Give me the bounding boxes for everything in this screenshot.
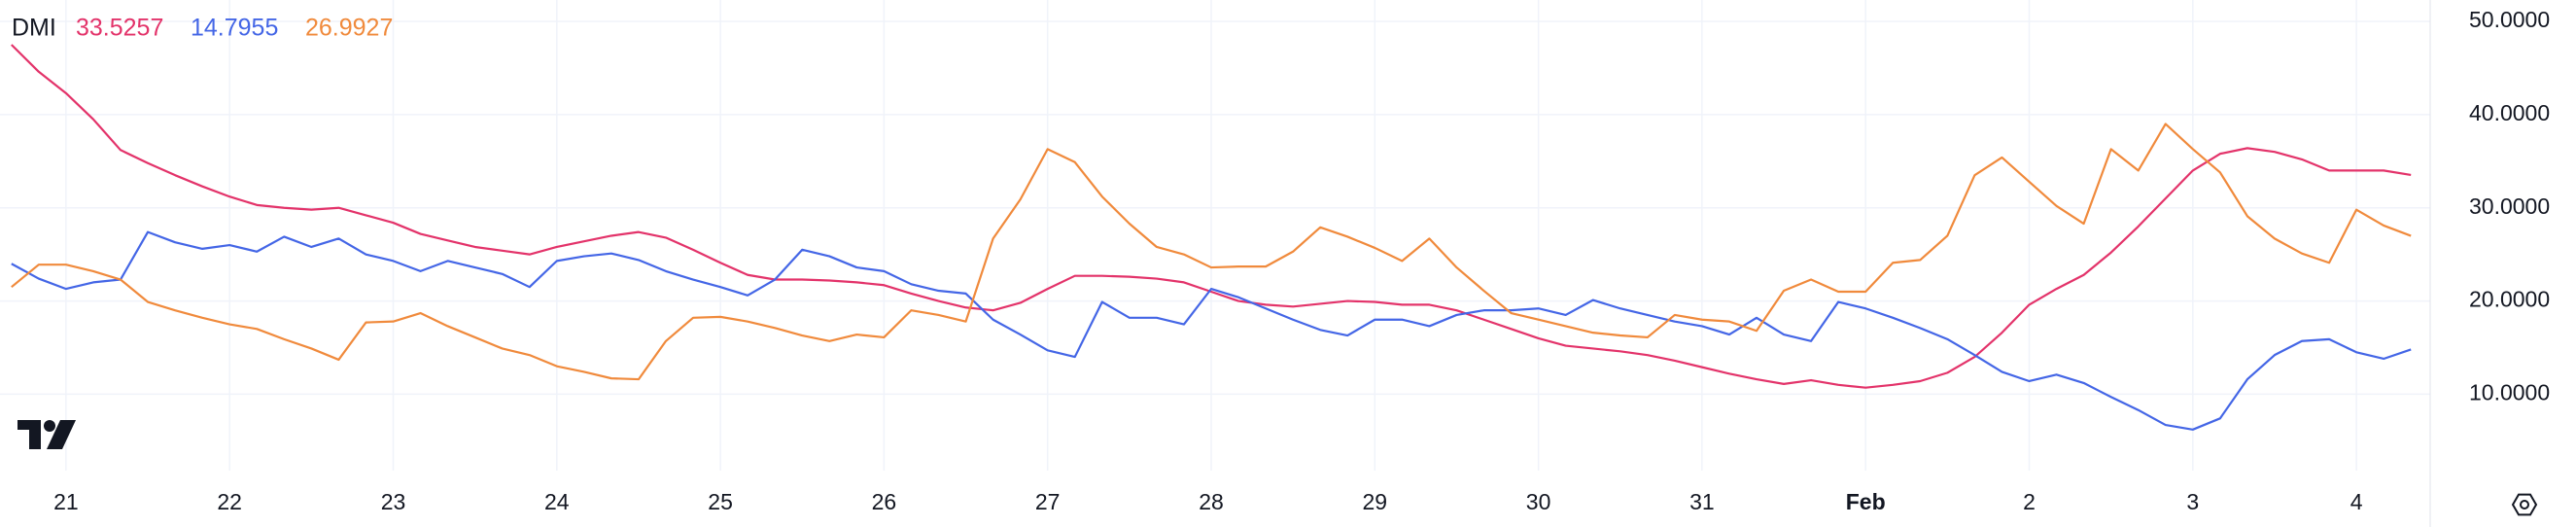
plot xyxy=(11,44,2412,431)
legend-value: 14.7955 xyxy=(191,15,278,42)
x-tick-label: 31 xyxy=(1689,489,1715,514)
x-tick-label: 23 xyxy=(381,489,406,514)
settings-button[interactable] xyxy=(2511,493,2538,516)
x-tick-label: 4 xyxy=(2350,489,2363,514)
x-tick-label: 3 xyxy=(2186,489,2199,514)
grid xyxy=(0,0,2430,471)
x-tick-label: Feb xyxy=(1846,489,1886,514)
legend-value: 26.9927 xyxy=(305,15,393,42)
x-tick-label: 29 xyxy=(1363,489,1388,514)
x-tick-label: 30 xyxy=(1526,489,1551,514)
y-tick-label: 50.0000 xyxy=(2469,7,2550,32)
tradingview-logo xyxy=(17,420,76,449)
x-tick-label: 22 xyxy=(217,489,242,514)
x-tick-label: 24 xyxy=(544,489,570,514)
x-tick-label: 21 xyxy=(53,489,79,514)
dmi-line xyxy=(11,44,2412,389)
indicator-title: DMI xyxy=(12,15,56,42)
y-tick-label: 30.0000 xyxy=(2469,193,2550,219)
dmi-line xyxy=(11,230,2412,431)
y-tick-label: 20.0000 xyxy=(2469,287,2550,312)
x-tick-label: 25 xyxy=(708,489,733,514)
dmi-line xyxy=(11,123,2412,381)
y-tick-label: 10.0000 xyxy=(2469,379,2550,404)
x-tick-label: 28 xyxy=(1199,489,1224,514)
legend: DMI 33.5257 14.7955 26.9927 xyxy=(12,15,393,42)
y-tick-label: 40.0000 xyxy=(2469,100,2550,125)
x-tick-label: 2 xyxy=(2023,489,2036,514)
legend-value: 33.5257 xyxy=(76,15,163,42)
x-tick-label: 27 xyxy=(1035,489,1061,514)
x-tick-label: 26 xyxy=(872,489,897,514)
